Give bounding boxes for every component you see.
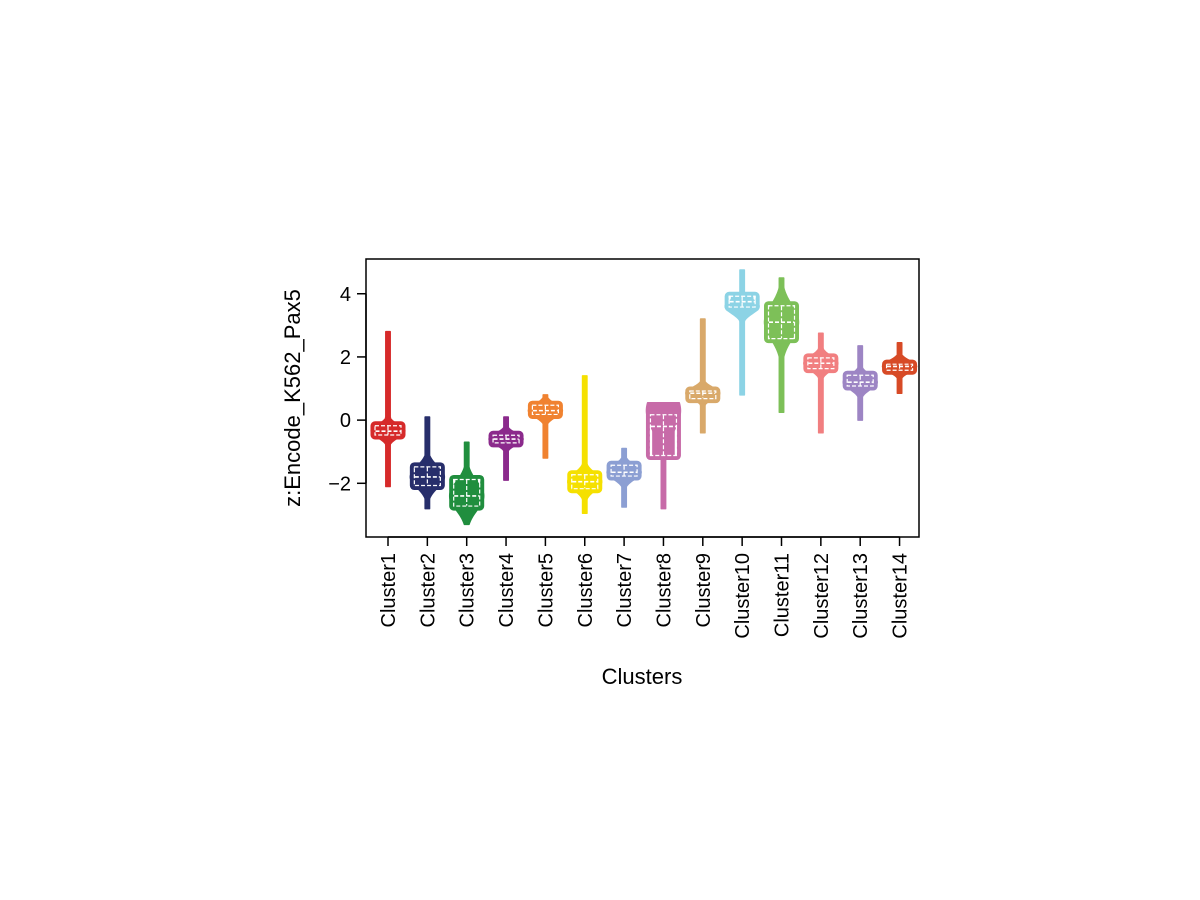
- violin-cluster6: [567, 375, 603, 515]
- x-tick-label: Cluster8: [653, 553, 675, 627]
- x-tick-label: Cluster1: [378, 553, 400, 627]
- box: [645, 410, 681, 461]
- x-tick-label: Cluster10: [732, 553, 754, 639]
- box: [803, 353, 839, 374]
- violin-body: [370, 330, 406, 488]
- x-axis: Cluster1 Cluster2 Cluster3 Cluster4 Cluster5…: [378, 536, 912, 639]
- violin-cluster2: [409, 416, 446, 510]
- x-tick-label: Cluster14: [890, 553, 912, 639]
- box-inner: [728, 295, 756, 308]
- violin-cluster5: [527, 394, 564, 459]
- box-inner: [807, 357, 835, 370]
- x-tick-label: Cluster9: [693, 553, 715, 627]
- x-tick-label: Cluster7: [614, 553, 636, 627]
- violin-body: [488, 416, 524, 481]
- violin-body: [724, 269, 760, 396]
- violin-cluster14: [881, 341, 918, 395]
- box-inner: [885, 363, 914, 371]
- box-inner: [689, 390, 717, 400]
- x-tick-label: Cluster12: [811, 553, 833, 639]
- box-inner: [767, 305, 796, 340]
- x-axis-title: Clusters: [602, 664, 683, 689]
- box: [724, 291, 760, 312]
- box: [409, 462, 445, 491]
- violin-cluster12: [803, 332, 839, 434]
- box-inner: [531, 404, 560, 416]
- box: [370, 421, 406, 440]
- box: [882, 359, 918, 375]
- box-inner: [492, 434, 520, 444]
- x-tick-label: Cluster6: [575, 553, 597, 627]
- box-inner: [453, 478, 481, 507]
- violin-cluster10: [724, 269, 760, 396]
- box: [488, 430, 524, 448]
- box-inner: [413, 466, 441, 487]
- x-tick-label: Cluster11: [772, 553, 794, 637]
- y-tick-label: −2: [328, 473, 351, 495]
- y-tick-label: 0: [340, 410, 351, 432]
- box-inner: [571, 474, 599, 490]
- violin-cluster13: [842, 345, 878, 421]
- violin-body: [567, 375, 603, 515]
- violin-body: [803, 332, 839, 434]
- plot-frame: [365, 258, 920, 538]
- violin-cluster7: [606, 447, 642, 508]
- box: [842, 370, 878, 391]
- box: [567, 470, 603, 494]
- violin-cluster11: [763, 277, 800, 413]
- violin-cluster1: [370, 330, 406, 488]
- box-inner: [649, 414, 678, 457]
- violins-layer: [370, 269, 918, 526]
- box-inner: [610, 464, 638, 477]
- y-axis: −2 0 2 4: [328, 284, 367, 495]
- x-tick-label: Cluster2: [417, 553, 439, 627]
- violin-cluster3: [448, 441, 485, 526]
- x-tick-label: Cluster13: [850, 553, 872, 639]
- violin-body: [685, 318, 721, 434]
- x-tick-label: Cluster5: [535, 553, 557, 627]
- box: [606, 460, 642, 481]
- y-tick-label: 4: [340, 284, 351, 306]
- box: [527, 400, 563, 419]
- violin-cluster4: [488, 416, 524, 481]
- y-tick-label: 2: [340, 347, 351, 369]
- violin-body: [763, 277, 800, 413]
- box: [764, 301, 799, 344]
- x-tick-label: Cluster3: [457, 553, 479, 627]
- box: [449, 474, 485, 511]
- box-inner: [374, 425, 402, 436]
- box-inner: [846, 374, 874, 387]
- box: [685, 386, 721, 404]
- y-axis-title: z:Encode_K562_Pax5: [280, 289, 305, 507]
- violin-cluster9: [685, 318, 721, 434]
- x-tick-label: Cluster4: [496, 553, 518, 627]
- violin-cluster8: [645, 401, 682, 510]
